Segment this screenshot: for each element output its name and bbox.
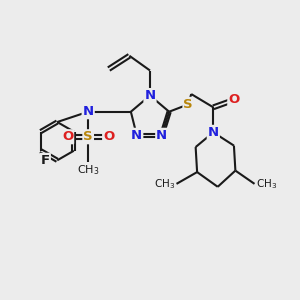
Text: S: S	[83, 130, 93, 143]
Text: N: N	[82, 105, 94, 118]
Text: N: N	[144, 89, 156, 102]
Text: N: N	[208, 126, 219, 139]
Text: S: S	[184, 98, 193, 111]
Text: CH$_3$: CH$_3$	[256, 177, 277, 191]
Text: CH$_3$: CH$_3$	[77, 163, 99, 177]
Text: O: O	[228, 93, 239, 106]
Text: N: N	[131, 129, 142, 142]
Text: O: O	[103, 130, 114, 143]
Text: N: N	[156, 129, 167, 142]
Text: F: F	[41, 154, 50, 167]
Text: CH$_3$: CH$_3$	[154, 177, 175, 191]
Text: O: O	[62, 130, 73, 143]
